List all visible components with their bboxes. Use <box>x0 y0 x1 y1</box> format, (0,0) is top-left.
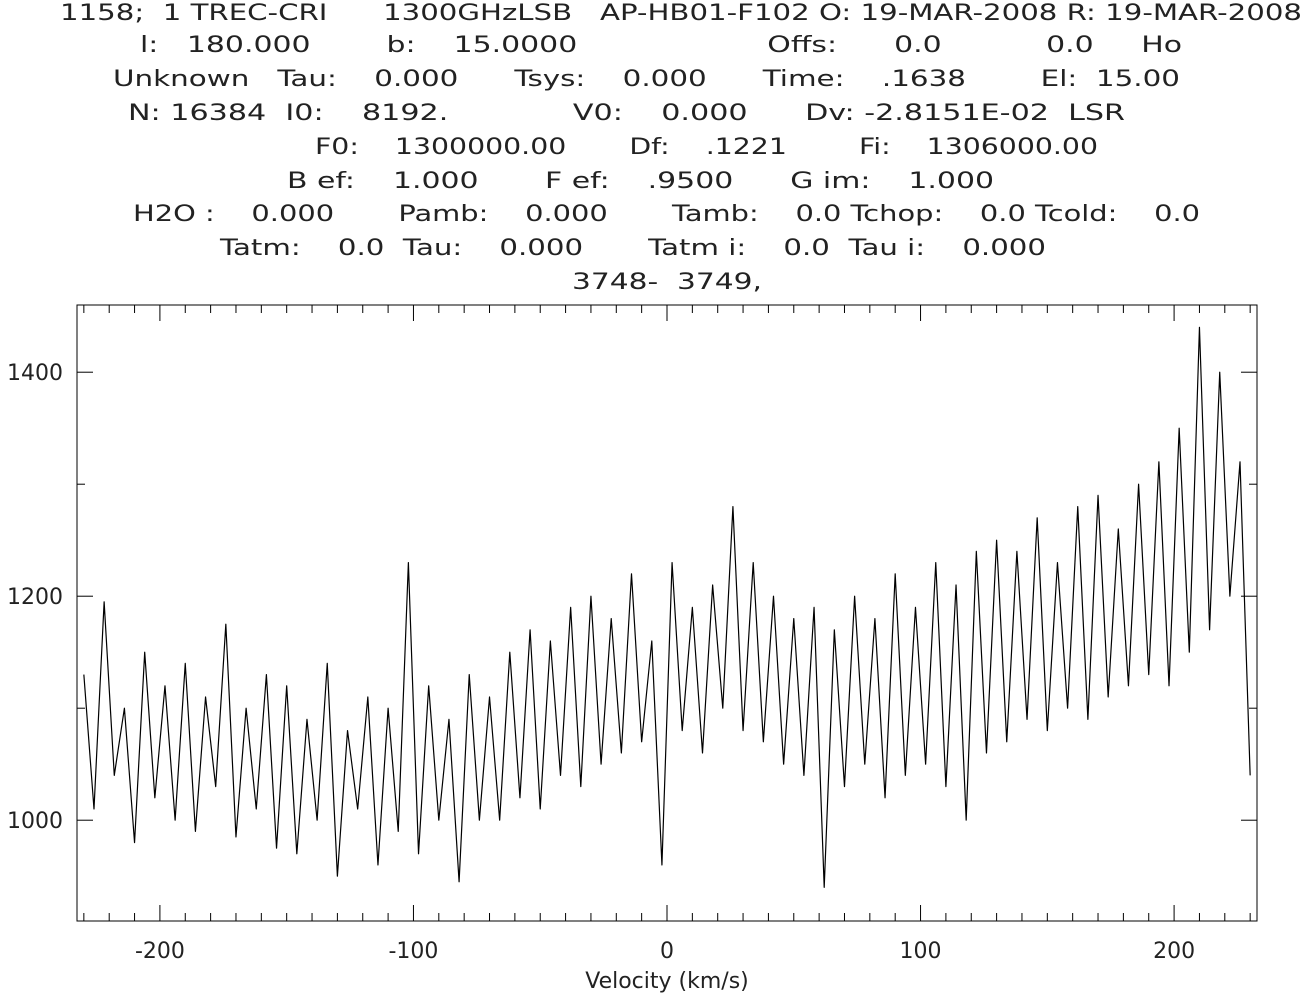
x-tick-label: -200 <box>135 939 185 964</box>
header-line: H2O : 0.000 Pamb: 0.000 Tamb: 0.0 Tchop:… <box>133 202 1200 227</box>
x-tick-label: -100 <box>388 939 438 964</box>
spectrum-line <box>83 326 1251 888</box>
x-tick-label: 0 <box>660 939 674 964</box>
header-line: Tatm: 0.0 Tau: 0.000 Tatm i: 0.0 Tau i: … <box>219 236 1046 261</box>
header-line: N: 16384 I0: 8192. V0: 0.000 Dv: -2.8151… <box>128 101 1125 126</box>
plot-frame <box>76 304 1258 922</box>
header-line: Unknown Tau: 0.000 Tsys: 0.000 Time: .16… <box>113 67 1180 92</box>
header-line: 3748- 3749, <box>572 270 762 295</box>
x-axis-label: Velocity (km/s) <box>585 969 749 994</box>
y-tick-label: 1000 <box>7 809 63 834</box>
y-tick-label: 1400 <box>7 361 63 386</box>
header-line: B ef: 1.000 F ef: .9500 G im: 1.000 <box>287 169 994 194</box>
header-line: l: 180.000 b: 15.0000 Offs: 0.0 0.0 Ho <box>140 33 1182 58</box>
header-line: F0: 1300000.00 Df: .1221 Fi: 1306000.00 <box>315 135 1098 160</box>
x-tick-label: 200 <box>1153 939 1195 964</box>
y-tick-label: 1200 <box>7 585 63 610</box>
header-line: 1158; 1 TREC-CRI 1300GHzLSB AP-HB01-F102… <box>60 1 1302 26</box>
x-tick-label: 100 <box>900 939 942 964</box>
